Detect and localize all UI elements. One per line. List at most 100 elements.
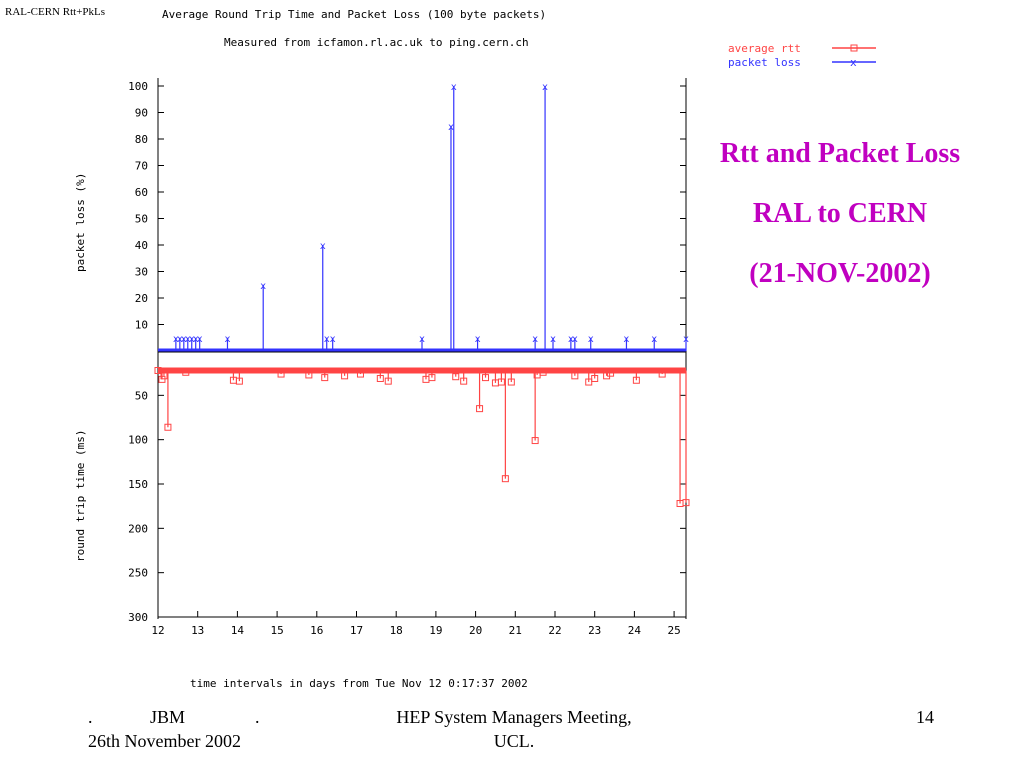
loss-point: x — [588, 334, 594, 345]
rtt-point — [607, 369, 615, 377]
footer-author: JBM — [150, 707, 186, 727]
y-tick-label: 100 — [128, 80, 148, 93]
slide-title-line-2: RAL to CERN — [752, 198, 928, 229]
loss-point: x — [550, 334, 556, 345]
chart-title: Average Round Trip Time and Packet Loss … — [162, 8, 546, 21]
y-ticks-packet-loss: 10 20 30 40 50 60 70 80 90 100 — [128, 80, 686, 332]
loss-point: x — [193, 334, 199, 345]
rtt-point — [428, 374, 436, 382]
slide-corner-label: RAL-CERN Rtt+PkLs — [5, 6, 106, 18]
slide-title-line-3: (21-NOV-2002) — [749, 258, 931, 289]
loss-point: x — [475, 334, 481, 345]
x-tick-label: 18 — [390, 624, 403, 637]
series-average-rtt — [154, 367, 690, 508]
footer-dot-left: . — [88, 707, 93, 727]
y-tick-label: 100 — [128, 434, 148, 447]
legend: average rtt packet loss x — [728, 42, 876, 69]
loss-point: x — [532, 334, 538, 345]
loss-point: x — [451, 82, 457, 93]
loss-point: x — [181, 334, 187, 345]
y-tick-label: 150 — [128, 478, 148, 491]
y-tick-label: 90 — [135, 107, 148, 120]
rtt-point — [482, 374, 490, 382]
rtt-point — [531, 437, 539, 445]
rtt-point — [182, 368, 190, 376]
y-tick-label: 250 — [128, 567, 148, 580]
slide-title-line-1: Rtt and Packet Loss — [719, 138, 961, 169]
rtt-point — [321, 374, 329, 382]
loss-point: x — [330, 334, 336, 345]
x-tick-label: 12 — [151, 624, 164, 637]
rtt-point — [452, 373, 460, 381]
y-tick-label: 40 — [135, 239, 148, 252]
rtt-point — [497, 378, 505, 386]
x-tick-label: 25 — [667, 624, 680, 637]
rtt-point — [658, 370, 666, 378]
loss-point: x — [568, 334, 574, 345]
x-tick-label: 21 — [509, 624, 522, 637]
legend-marker-rtt — [850, 44, 858, 52]
loss-point: x — [683, 334, 689, 345]
rtt-point — [384, 377, 392, 385]
x-tick-label: 15 — [270, 624, 283, 637]
loss-point: x — [260, 281, 266, 292]
footer-page-number: 14 — [916, 707, 934, 727]
rtt-point — [539, 368, 547, 376]
loss-point: x — [197, 334, 203, 345]
loss-point: x — [419, 334, 425, 345]
y-tick-label: 20 — [135, 292, 148, 305]
loss-point: x — [448, 122, 454, 133]
rtt-point — [571, 372, 579, 380]
rtt-packet-loss-chart: Average Round Trip Time and Packet Loss … — [74, 8, 876, 690]
x-axis-label: time intervals in days from Tue Nov 12 0… — [190, 677, 528, 690]
rtt-point — [476, 405, 484, 413]
y-tick-label: 50 — [135, 389, 148, 402]
loss-point: x — [177, 334, 183, 345]
chart-subtitle: Measured from icfamon.rl.ac.uk to ping.c… — [224, 36, 529, 49]
loss-point: x — [542, 82, 548, 93]
rtt-point — [507, 378, 515, 386]
rtt-point — [160, 372, 168, 380]
y-tick-label: 200 — [128, 522, 148, 535]
loss-point: x — [320, 241, 326, 252]
rtt-point — [585, 378, 593, 386]
x-tick-label: 22 — [548, 624, 561, 637]
x-tick-label: 23 — [588, 624, 601, 637]
y-axis-label-rtt: round trip time (ms) — [74, 430, 87, 562]
footer-dot-right: . — [255, 707, 260, 727]
x-ticks: 12 13 14 15 16 17 18 19 20 21 22 23 24 25 — [151, 611, 681, 637]
y-tick-label: 10 — [135, 319, 148, 332]
loss-point: x — [224, 334, 230, 345]
x-tick-label: 19 — [429, 624, 442, 637]
rtt-point — [376, 374, 384, 382]
y-ticks-rtt: 50 100 150 200 250 300 — [128, 389, 686, 624]
y-tick-label: 50 — [135, 213, 148, 226]
rtt-point — [501, 475, 509, 483]
y-axis-label-packet-loss: packet loss (%) — [74, 173, 87, 272]
x-tick-label: 24 — [628, 624, 642, 637]
y-tick-label: 70 — [135, 160, 148, 173]
rtt-point — [591, 374, 599, 382]
legend-label-loss: packet loss — [728, 56, 801, 69]
rtt-point — [341, 372, 349, 380]
footer-date: 26th November 2002 — [88, 731, 241, 751]
x-tick-label: 13 — [191, 624, 204, 637]
x-tick-label: 17 — [350, 624, 363, 637]
rtt-point — [305, 371, 313, 379]
loss-point: x — [185, 334, 191, 345]
x-tick-label: 14 — [231, 624, 245, 637]
rtt-point — [164, 423, 172, 431]
footer-event-line-1: HEP System Managers Meeting, — [396, 707, 632, 727]
y-tick-label: 300 — [128, 611, 148, 624]
rtt-point — [460, 377, 468, 385]
y-tick-label: 60 — [135, 186, 148, 199]
y-tick-label: 80 — [135, 133, 148, 146]
rtt-point — [356, 370, 364, 378]
rtt-point — [235, 377, 243, 385]
rtt-point — [632, 376, 640, 384]
x-tick-label: 16 — [310, 624, 323, 637]
loss-point: x — [324, 334, 330, 345]
rtt-point — [682, 499, 690, 507]
rtt-point — [154, 367, 162, 375]
